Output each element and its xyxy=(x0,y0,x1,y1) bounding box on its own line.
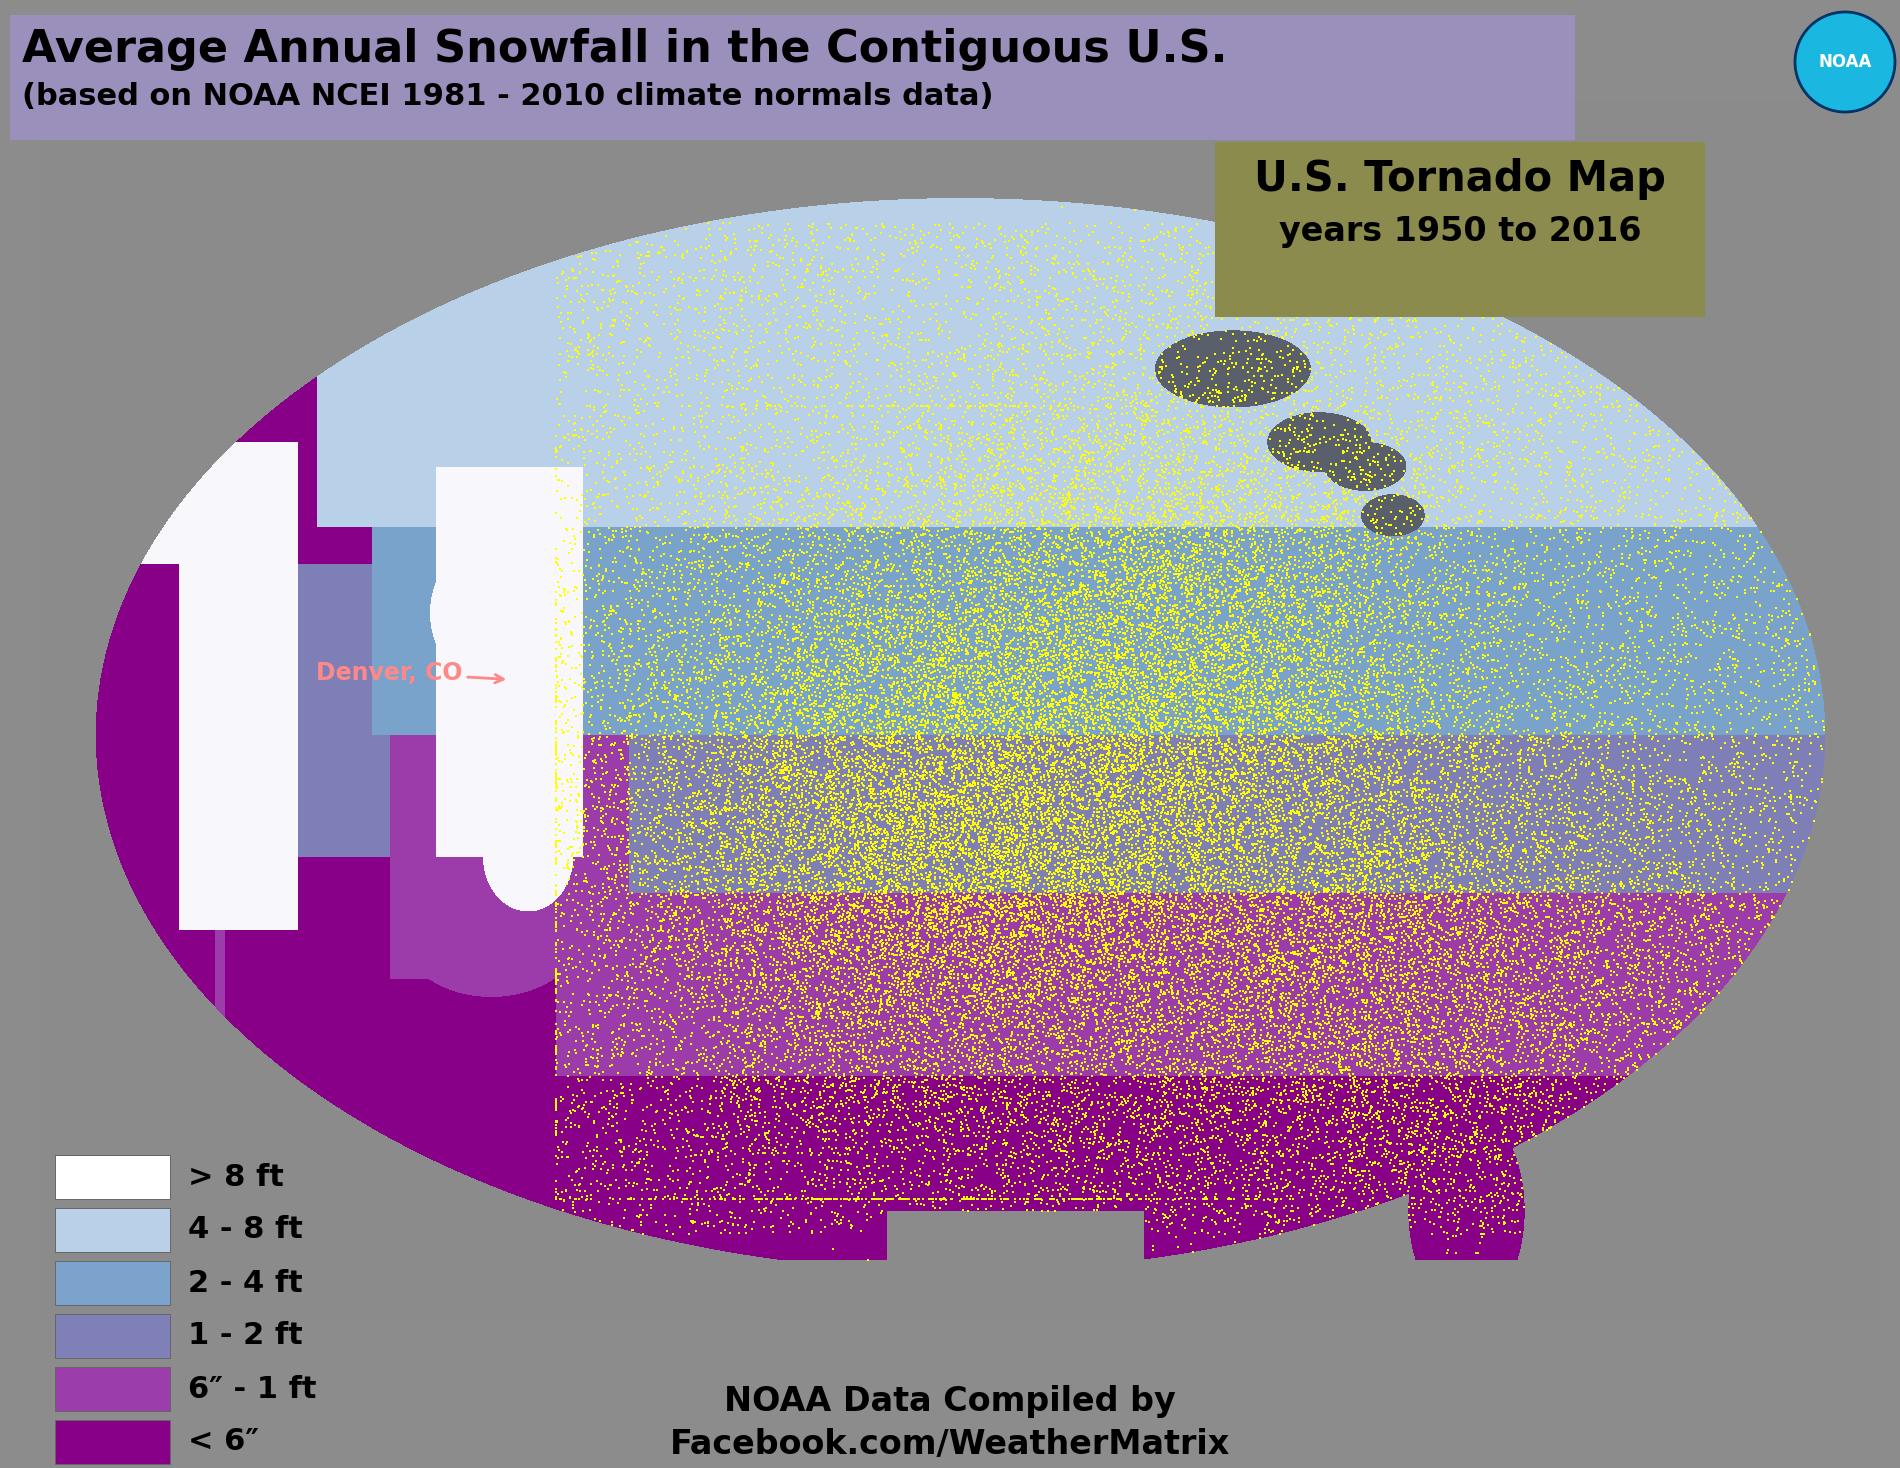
Bar xyxy=(10,15,1575,139)
Text: > 8 ft: > 8 ft xyxy=(188,1163,283,1192)
Bar xyxy=(55,1261,169,1305)
Text: Denver, CO: Denver, CO xyxy=(315,661,504,684)
Text: 4 - 8 ft: 4 - 8 ft xyxy=(188,1216,302,1245)
Text: Average Annual Snowfall in the Contiguous U.S.: Average Annual Snowfall in the Contiguou… xyxy=(23,28,1227,70)
Bar xyxy=(55,1208,169,1252)
Text: < 6″: < 6″ xyxy=(188,1427,258,1456)
Text: NOAA Data Compiled by
Facebook.com/WeatherMatrix: NOAA Data Compiled by Facebook.com/Weath… xyxy=(671,1384,1229,1462)
Circle shape xyxy=(1796,12,1894,112)
Text: 2 - 4 ft: 2 - 4 ft xyxy=(188,1268,302,1298)
Bar xyxy=(55,1314,169,1358)
Bar xyxy=(1214,142,1704,317)
Text: (based on NOAA NCEI 1981 - 2010 climate normals data): (based on NOAA NCEI 1981 - 2010 climate … xyxy=(23,82,994,112)
Bar xyxy=(55,1420,169,1464)
Text: 1 - 2 ft: 1 - 2 ft xyxy=(188,1321,302,1351)
Bar xyxy=(55,1367,169,1411)
Text: years 1950 to 2016: years 1950 to 2016 xyxy=(1279,214,1642,248)
Bar xyxy=(55,1155,169,1199)
Text: NOAA: NOAA xyxy=(1818,53,1872,70)
Text: U.S. Tornado Map: U.S. Tornado Map xyxy=(1254,159,1666,200)
Text: 6″ - 1 ft: 6″ - 1 ft xyxy=(188,1374,317,1403)
